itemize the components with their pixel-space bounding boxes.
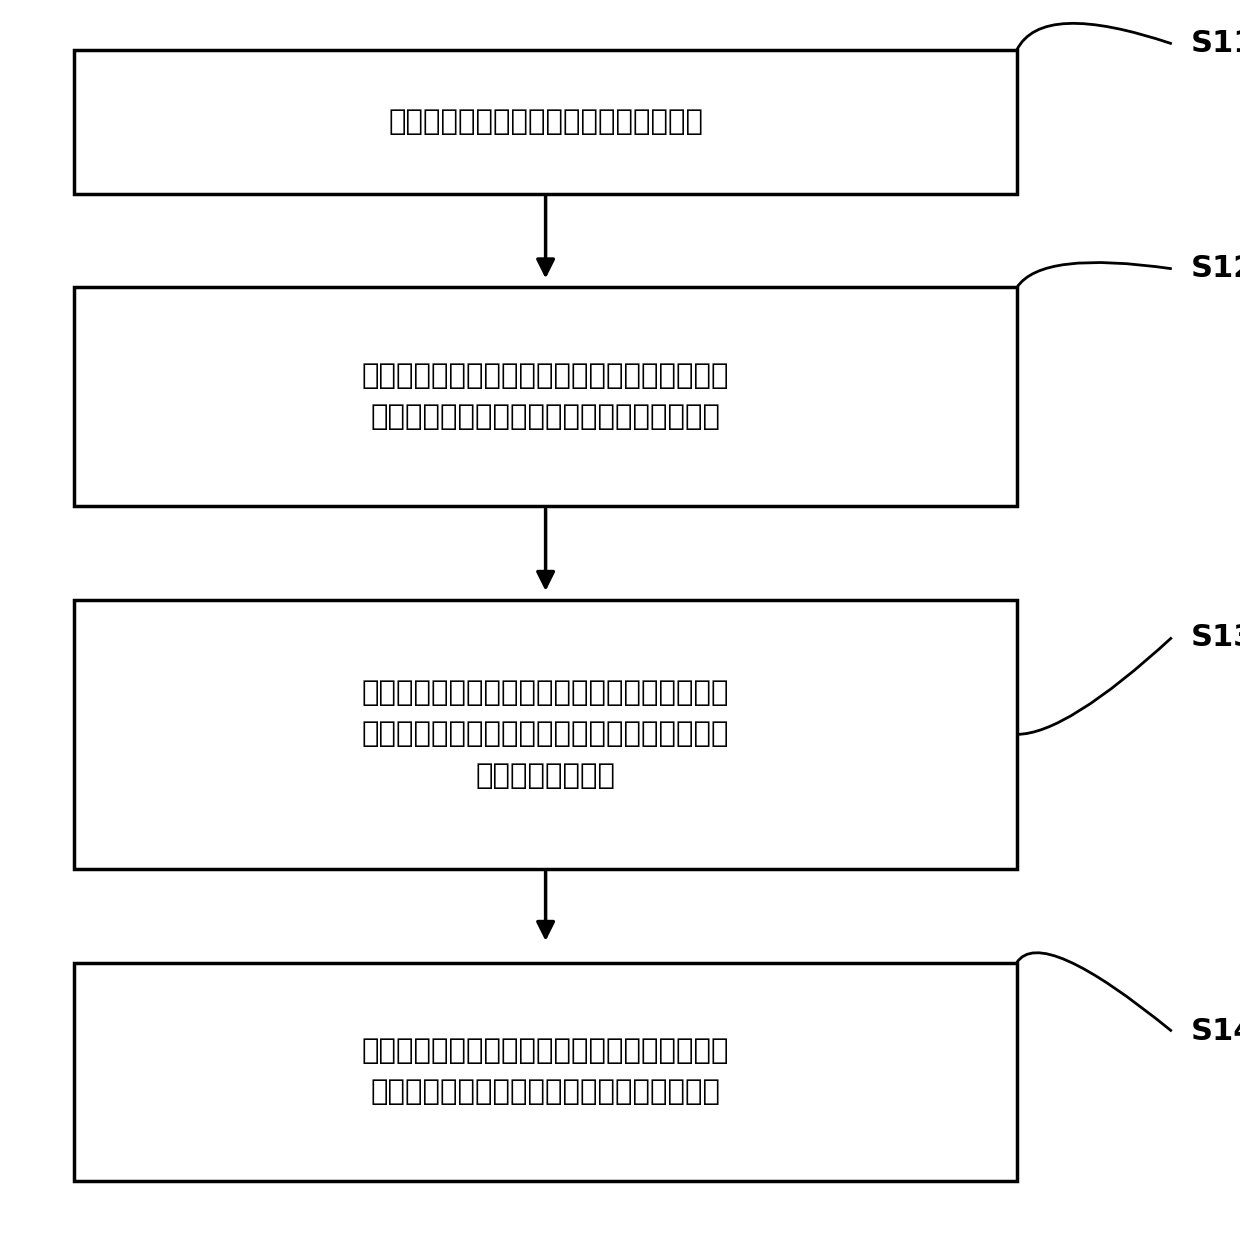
Bar xyxy=(74,600,1017,869)
Text: 根据功能安全分解将原因事件的安全级别分解，
生成优化信号链，并确定优化信号链的更新安全
需求及其安全级别: 根据功能安全分解将原因事件的安全级别分解， 生成优化信号链，并确定优化信号链的更… xyxy=(362,679,729,790)
Text: S110: S110 xyxy=(1190,29,1240,59)
Text: 使用故障树分析法，确定导致初始安全需求不被
满足的原因事件，并确定原因事件的安全级别: 使用故障树分析法，确定导致初始安全需求不被 满足的原因事件，并确定原因事件的安全… xyxy=(362,362,729,431)
Text: S120: S120 xyxy=(1190,254,1240,284)
Text: S140: S140 xyxy=(1190,1016,1240,1046)
Text: S130: S130 xyxy=(1190,622,1240,652)
Bar xyxy=(74,288,1017,506)
Text: 使用故障树分析法，确定导致更新安全需求不被
满足的原因事件，并确定原因事件的安全级别: 使用故障树分析法，确定导致更新安全需求不被 满足的原因事件，并确定原因事件的安全… xyxy=(362,1038,729,1106)
Text: 确定信号链的初始安全需求及其安全级别: 确定信号链的初始安全需求及其安全级别 xyxy=(388,107,703,136)
Bar xyxy=(74,962,1017,1181)
Bar xyxy=(74,50,1017,194)
